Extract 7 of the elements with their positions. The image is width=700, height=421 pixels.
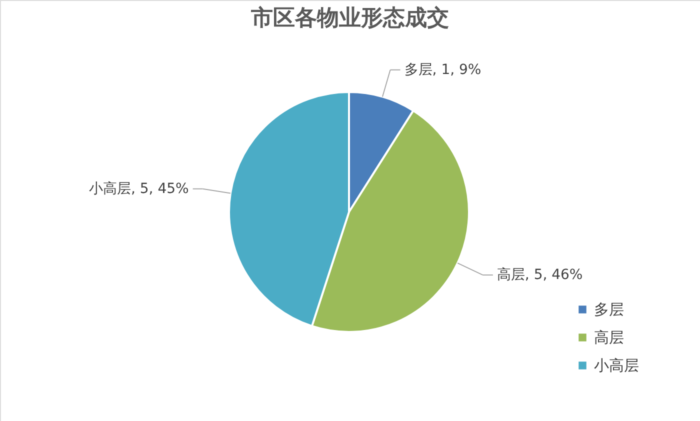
data-label: 多层, 1, 9% xyxy=(404,62,482,78)
chart-title: 市区各物业形态成交 xyxy=(250,5,449,31)
legend-label: 小高层 xyxy=(594,356,639,374)
data-label: 小高层, 5, 45% xyxy=(88,180,189,197)
data-label: 高层, 5, 46% xyxy=(496,267,583,284)
legend-label: 高层 xyxy=(594,328,624,346)
legend-label: 多层 xyxy=(594,300,624,318)
